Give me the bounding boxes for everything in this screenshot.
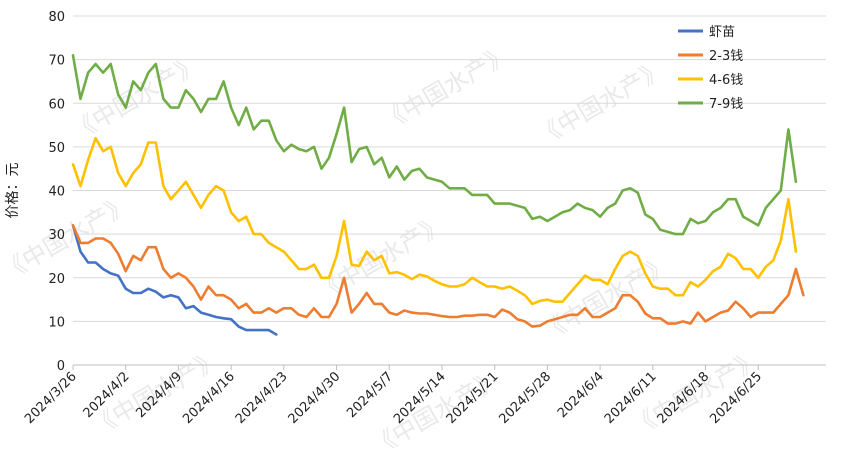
watermark-text: 《中国水产》 — [537, 250, 676, 346]
x-tick-label: 2024/4/30 — [286, 369, 344, 427]
y-axis: 0 10 20 30 40 50 60 70 80 — [48, 10, 65, 374]
legend: 虾苗 2-3钱 4-6钱 7-9钱 — [678, 25, 743, 112]
y-tick-label: 0 — [57, 359, 65, 374]
y-tick-label: 70 — [48, 54, 65, 69]
series-line-虾苗 — [71, 224, 278, 336]
y-tick-label: 50 — [48, 141, 65, 156]
y-tick-label: 10 — [48, 315, 65, 330]
watermark-text: 《中国水产》 — [377, 40, 516, 136]
legend-label: 2-3钱 — [709, 49, 743, 64]
series-line-7-9钱 — [71, 53, 798, 236]
x-tick-label: 2024/5/28 — [496, 369, 554, 427]
x-tick-label: 2024/5/7 — [344, 369, 396, 421]
y-axis-label: 价格：元 — [5, 163, 21, 219]
y-tick-label: 60 — [48, 97, 65, 112]
legend-label: 4-6钱 — [709, 73, 743, 88]
watermark-text: 《中国水产》 — [312, 210, 451, 306]
y-tick-label: 40 — [48, 185, 65, 200]
legend-label: 7-9钱 — [709, 97, 743, 112]
series-line-4-6钱 — [71, 136, 798, 306]
series — [71, 53, 805, 336]
gridlines — [73, 15, 826, 322]
x-tick-label: 2024/3/26 — [22, 369, 80, 427]
watermark-text: 《中国水产》 — [67, 50, 206, 146]
y-tick-label: 20 — [48, 272, 65, 287]
y-tick-label: 30 — [48, 228, 65, 243]
y-tick-label: 80 — [48, 10, 65, 25]
x-tick-label: 2024/4/23 — [233, 369, 291, 427]
series-line-2-3钱 — [71, 224, 805, 328]
legend-label: 虾苗 — [709, 25, 735, 40]
x-tick-label: 2024/6/4 — [555, 369, 607, 421]
